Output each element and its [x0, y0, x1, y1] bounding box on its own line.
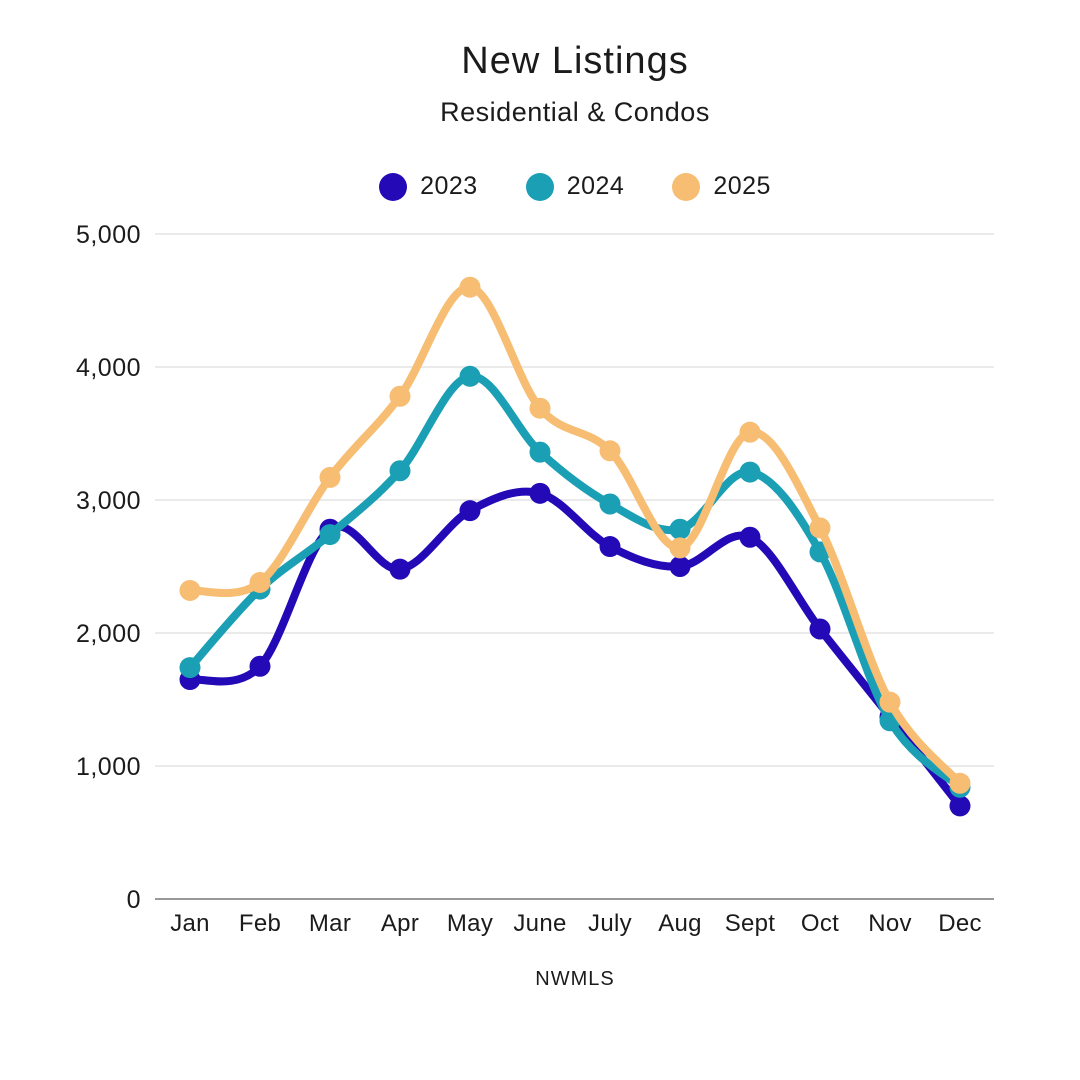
data-point-2025	[949, 772, 971, 794]
y-tick-label: 4,000	[76, 354, 141, 382]
y-tick-label: 0	[127, 886, 141, 914]
data-point-2025	[389, 385, 411, 407]
x-tick-label: May	[447, 910, 493, 937]
legend-item-2024: 2024	[525, 172, 625, 201]
y-tick-label: 1,000	[76, 753, 141, 781]
series-line-2025	[186, 283, 964, 788]
data-point-2023	[599, 536, 621, 558]
y-tick-label: 3,000	[76, 487, 141, 515]
data-point-2025	[249, 571, 271, 593]
legend-dot-2025-icon	[672, 172, 701, 201]
series-line-2023	[186, 487, 964, 810]
legend-item-2023: 2023	[379, 172, 478, 201]
data-point-2025	[879, 691, 901, 713]
x-tick-label: Nov	[868, 910, 912, 937]
data-point-2025	[599, 440, 621, 462]
legend-label-2024: 2024	[566, 172, 625, 200]
x-tick-label: Dec	[938, 910, 982, 937]
x-tick-label: June	[513, 910, 566, 937]
y-tick-label: 2,000	[76, 620, 141, 648]
legend-item-2025: 2025	[672, 172, 771, 201]
chart-subtitle: Residential & Condos	[440, 97, 710, 127]
data-point-2024	[319, 524, 341, 546]
data-point-2023	[459, 500, 481, 522]
x-tick-label: Aug	[658, 910, 702, 937]
data-point-2023	[739, 526, 761, 548]
data-point-2024	[599, 493, 621, 515]
data-point-2025	[669, 537, 691, 559]
data-point-2023	[529, 482, 551, 504]
legend-dot-2023-icon	[379, 172, 408, 201]
x-tick-label: Jan	[170, 910, 210, 937]
data-point-2025	[529, 397, 551, 419]
data-point-2025	[459, 276, 481, 298]
source-label: NWMLS	[535, 968, 615, 990]
x-tick-label: July	[588, 910, 632, 937]
data-point-2023	[249, 655, 271, 677]
data-point-2025	[809, 517, 831, 539]
data-point-2023	[669, 556, 691, 577]
x-tick-label: Feb	[239, 910, 281, 937]
data-point-2024	[529, 441, 551, 463]
chart-title: New Listings	[461, 40, 689, 82]
legend-dot-2024-icon	[525, 172, 554, 201]
data-point-2024	[669, 518, 691, 540]
data-point-2025	[179, 579, 201, 601]
data-point-2023	[809, 618, 831, 640]
x-tick-label: Oct	[801, 910, 839, 937]
data-point-2024	[739, 461, 761, 483]
data-point-2023	[389, 558, 411, 580]
chart-header: New Listings Residential & Condos	[155, 40, 995, 128]
legend-label-2025: 2025	[713, 172, 771, 200]
y-tick-label: 5,000	[76, 221, 141, 249]
x-tick-label: Sept	[725, 910, 776, 937]
data-point-2024	[459, 365, 481, 387]
chart-legend: 2023 2024 2025	[155, 172, 995, 201]
data-point-2025	[739, 421, 761, 443]
data-point-2025	[319, 466, 341, 488]
data-point-2023	[949, 795, 971, 817]
x-tick-label: Apr	[381, 910, 419, 937]
data-point-2024	[179, 657, 201, 679]
x-tick-label: Mar	[309, 910, 351, 937]
legend-label-2023: 2023	[420, 172, 478, 200]
data-point-2024	[389, 460, 411, 482]
